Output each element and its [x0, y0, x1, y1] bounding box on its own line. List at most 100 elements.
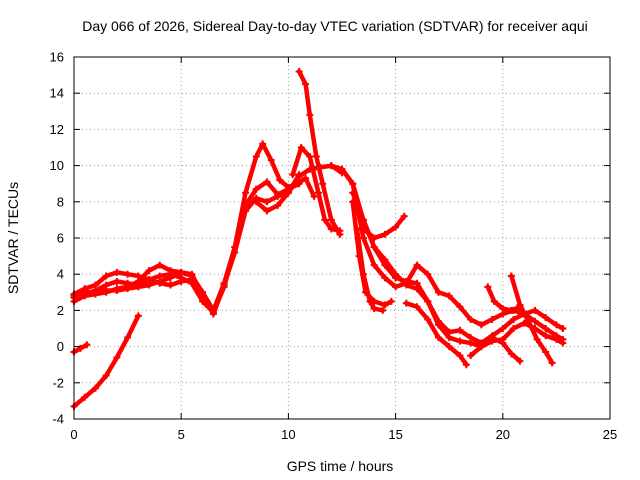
data-point: [314, 189, 322, 197]
data-point: [124, 270, 132, 278]
data-point: [413, 261, 421, 269]
y-tick-label: 14: [50, 86, 64, 101]
data-point: [533, 335, 541, 343]
data-point: [542, 332, 550, 340]
data-point: [274, 201, 282, 209]
y-tick-label: 8: [57, 194, 64, 209]
series-arc-g: [252, 171, 303, 215]
series-arc-c: [70, 162, 346, 318]
data-point: [559, 325, 567, 332]
data-point: [297, 144, 305, 151]
data-point: [289, 171, 297, 179]
data-point: [295, 171, 303, 179]
data-point: [113, 277, 121, 285]
data-point: [145, 276, 153, 284]
series-arc-s: [467, 334, 524, 365]
y-tick-label: -4: [52, 412, 64, 427]
data-point: [91, 288, 99, 296]
data-point: [531, 317, 539, 325]
data-point: [402, 299, 410, 307]
series-arc-n: [353, 225, 387, 314]
data-point: [456, 352, 464, 360]
series-line-arc-j: [329, 163, 566, 331]
data-point: [263, 207, 271, 215]
data-point: [552, 335, 560, 343]
data-point: [102, 372, 110, 380]
data-point: [488, 334, 496, 342]
data-point: [456, 337, 464, 345]
data-point: [319, 180, 327, 188]
data-point: [392, 283, 400, 291]
data-point: [113, 353, 121, 361]
data-point: [199, 292, 207, 300]
data-point: [392, 223, 400, 231]
data-point: [349, 198, 357, 206]
data-point: [166, 281, 174, 289]
data-point: [166, 267, 174, 275]
series-arc-l: [349, 189, 567, 351]
data-point: [499, 305, 507, 313]
data-point: [488, 315, 496, 323]
data-point: [381, 274, 389, 282]
data-point: [231, 248, 239, 256]
data-point: [259, 140, 267, 148]
data-point: [302, 174, 310, 182]
data-point: [284, 189, 292, 197]
series-line-arc-c: [71, 163, 345, 317]
data-point: [102, 286, 110, 294]
data-point: [252, 198, 260, 206]
series-line-arc-k: [339, 166, 566, 346]
data-point: [359, 270, 367, 278]
data-point: [134, 283, 142, 291]
data-point: [366, 297, 374, 305]
y-tick-label: 12: [50, 122, 64, 137]
data-point: [424, 297, 432, 305]
data-point: [327, 216, 335, 224]
data-point: [516, 301, 524, 309]
data-point: [525, 317, 533, 325]
data-point: [387, 297, 395, 305]
data-point: [434, 321, 442, 329]
x-tick-label: 15: [388, 427, 402, 442]
data-point: [507, 272, 515, 280]
data-point: [381, 301, 389, 309]
data-point: [379, 306, 387, 314]
data-point: [252, 153, 260, 161]
series-line-arc-a: [71, 141, 317, 315]
data-point: [542, 348, 550, 356]
series-arc-j: [327, 162, 567, 332]
data-point: [81, 285, 89, 293]
series-arc-i: [289, 144, 344, 235]
data-point: [177, 277, 185, 285]
data-point: [424, 315, 432, 323]
data-point: [338, 165, 346, 173]
data-point: [462, 361, 470, 369]
data-point: [134, 272, 142, 280]
data-point: [359, 234, 367, 242]
data-point: [510, 315, 518, 323]
series-line-arc-s: [468, 335, 523, 364]
data-point: [295, 67, 303, 75]
data-point: [353, 225, 361, 233]
data-point: [166, 274, 174, 282]
x-tick-label: 10: [281, 427, 295, 442]
data-point: [402, 277, 410, 285]
data-point: [321, 216, 329, 224]
data-point: [490, 297, 498, 305]
data-point: [445, 334, 453, 342]
data-point: [134, 312, 142, 320]
data-point: [306, 153, 314, 161]
data-point: [124, 334, 132, 342]
data-point: [510, 325, 518, 332]
data-point: [477, 321, 485, 329]
data-point: [209, 310, 217, 318]
x-axis-label: GPS time / hours: [287, 458, 394, 474]
data-point: [370, 261, 378, 269]
data-point: [392, 274, 400, 282]
data-point: [516, 357, 524, 365]
data-point: [370, 305, 378, 313]
series-arc-o: [359, 212, 408, 242]
data-point: [220, 281, 228, 289]
y-tick-label: 4: [57, 267, 64, 282]
